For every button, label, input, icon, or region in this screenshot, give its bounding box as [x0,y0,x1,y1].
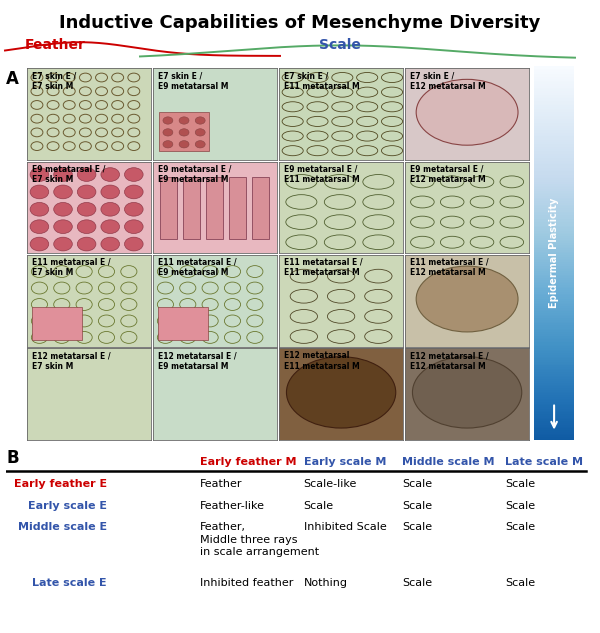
Circle shape [163,117,173,124]
Ellipse shape [416,266,518,332]
Bar [32,307,82,340]
Text: E7 skin E /
E9 metatarsal M: E7 skin E / E9 metatarsal M [158,71,229,91]
Circle shape [77,168,96,182]
Circle shape [195,117,205,124]
Text: Early scale E: Early scale E [28,501,107,511]
Circle shape [77,220,96,234]
Circle shape [101,168,119,182]
Circle shape [195,128,205,136]
Circle shape [124,203,143,216]
Text: Scale: Scale [505,579,535,588]
Text: Early scale M: Early scale M [304,457,386,467]
Text: Epidermal Plasticity: Epidermal Plasticity [549,198,559,308]
Text: Late scale E: Late scale E [32,579,107,588]
Text: Early feather E: Early feather E [14,479,107,489]
Circle shape [30,220,49,234]
Circle shape [54,203,73,216]
Text: A: A [6,70,19,87]
Text: E9 metatarsal E /
E11 metatarsal M: E9 metatarsal E / E11 metatarsal M [284,165,360,184]
Circle shape [101,220,119,234]
Text: Feather,
Middle three rays
in scale arrangement: Feather, Middle three rays in scale arra… [200,522,319,557]
Circle shape [77,237,96,251]
Bar [184,177,200,239]
Circle shape [124,168,143,182]
Circle shape [54,220,73,234]
Circle shape [101,185,119,199]
Text: E9 metatarsal E /
E9 metatarsal M: E9 metatarsal E / E9 metatarsal M [158,165,232,184]
Circle shape [77,185,96,199]
Text: Scale: Scale [403,522,433,532]
Text: B: B [6,449,19,467]
Text: E7 skin E /
E12 metatarsal M: E7 skin E / E12 metatarsal M [410,71,486,91]
Text: Late scale M: Late scale M [505,457,583,467]
Text: Scale: Scale [505,501,535,511]
Circle shape [179,128,189,136]
Text: Scale: Scale [319,38,361,52]
Circle shape [163,128,173,136]
Text: E12 metatarsal E /
E7 skin M: E12 metatarsal E / E7 skin M [32,351,110,370]
Circle shape [195,141,205,148]
Text: Middle scale E: Middle scale E [18,522,107,532]
Bar [158,307,208,340]
Text: Middle scale M: Middle scale M [403,457,495,467]
Bar [253,177,269,239]
Text: E11 metatarsal E /
E11 metatarsal M: E11 metatarsal E / E11 metatarsal M [284,258,362,277]
Text: Nothing: Nothing [304,579,347,588]
Circle shape [124,220,143,234]
Text: E12 metatarsal E /
E12 metatarsal M: E12 metatarsal E / E12 metatarsal M [410,351,488,370]
Circle shape [179,141,189,148]
Text: Scale: Scale [505,522,535,532]
Bar [229,177,245,239]
Circle shape [30,203,49,216]
Circle shape [179,117,189,124]
Circle shape [54,168,73,182]
Text: Scale: Scale [505,479,535,489]
Text: E9 metatarsal E /
E12 metatarsal M: E9 metatarsal E / E12 metatarsal M [410,165,486,184]
Text: Scale: Scale [403,579,433,588]
Text: Scale: Scale [403,479,433,489]
Text: Feather-like: Feather-like [200,501,265,511]
Ellipse shape [412,357,522,428]
Text: E12 metatarsal E /
E9 metatarsal M: E12 metatarsal E / E9 metatarsal M [158,351,236,370]
Circle shape [124,237,143,251]
Bar [159,112,209,151]
Ellipse shape [286,357,396,428]
Circle shape [101,237,119,251]
Text: Inductive Capabilities of Mesenchyme Diversity: Inductive Capabilities of Mesenchyme Div… [59,14,541,32]
Text: E7 skin E /
E11 metatarsal M: E7 skin E / E11 metatarsal M [284,71,360,91]
Bar [206,177,223,239]
Text: E11 metatarsal E /
E9 metatarsal M: E11 metatarsal E / E9 metatarsal M [158,258,236,277]
Text: Scale-like: Scale-like [304,479,357,489]
Text: Inhibited feather: Inhibited feather [200,579,293,588]
Text: Scale: Scale [403,501,433,511]
Text: Inhibited Scale: Inhibited Scale [304,522,386,532]
Circle shape [54,185,73,199]
Text: E11 metatarsal E /
E7 skin M: E11 metatarsal E / E7 skin M [32,258,110,277]
Text: E11 metatarsal E /
E12 metatarsal M: E11 metatarsal E / E12 metatarsal M [410,258,488,277]
Bar [160,177,176,239]
Circle shape [101,203,119,216]
Text: E7 skin E /
E7 skin M: E7 skin E / E7 skin M [32,71,76,91]
Text: Scale: Scale [304,501,334,511]
Ellipse shape [416,79,518,145]
Circle shape [54,237,73,251]
Circle shape [30,185,49,199]
Circle shape [77,203,96,216]
Text: E9 metatarsal E /
E7 skin M: E9 metatarsal E / E7 skin M [32,165,106,184]
Text: Early feather M: Early feather M [200,457,296,467]
Text: Feather: Feather [200,479,242,489]
Text: Feather: Feather [25,38,85,52]
Text: E12 metatarsal
E11 metatarsal M: E12 metatarsal E11 metatarsal M [284,351,360,370]
Circle shape [163,141,173,148]
Circle shape [30,237,49,251]
Circle shape [30,168,49,182]
Circle shape [124,185,143,199]
